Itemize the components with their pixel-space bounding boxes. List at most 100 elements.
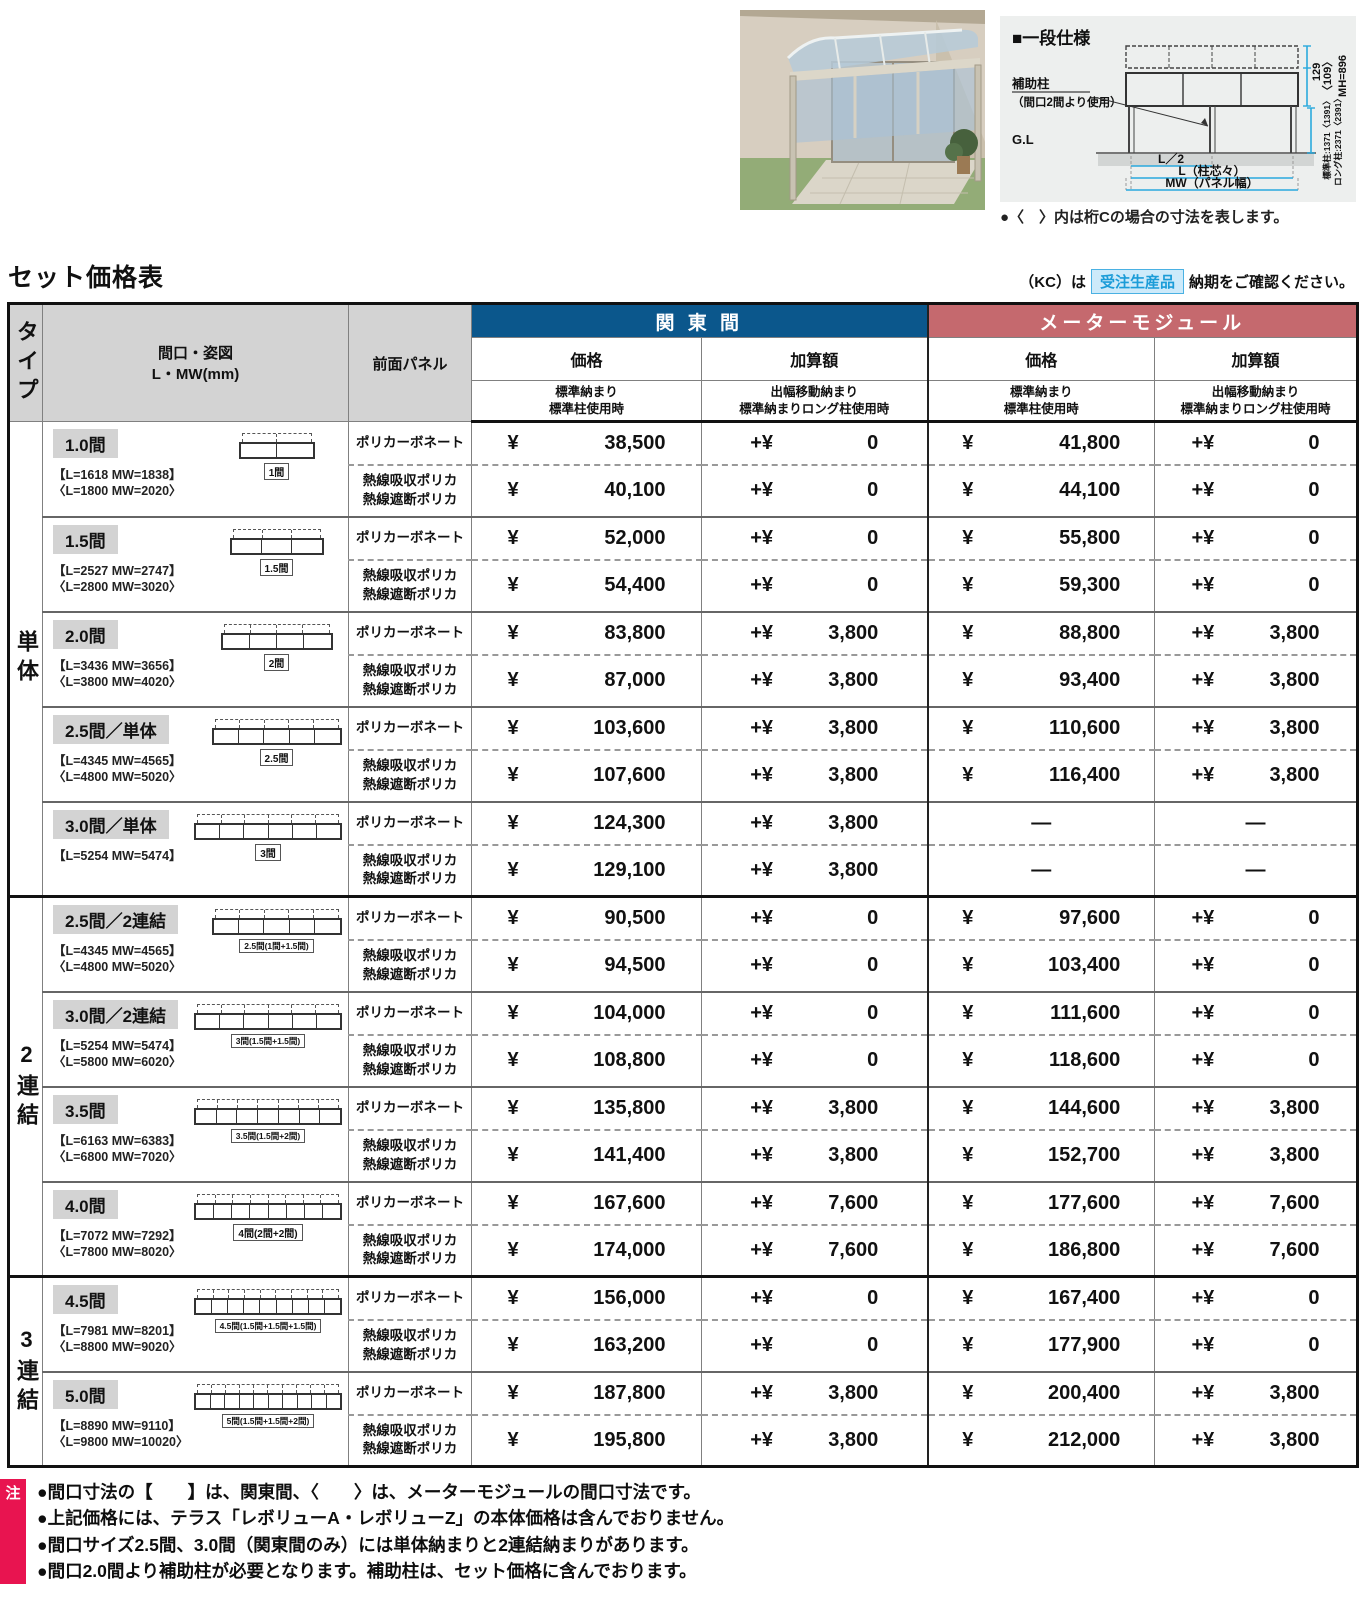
money-value: ¥156,000 [508, 1287, 666, 1310]
note-line: ●間口2.0間より補助柱が必要となります。補助柱は、セット価格に含んでおります。 [37, 1560, 697, 1581]
amount: 135,800 [593, 1096, 666, 1119]
amount: 144,600 [1047, 1096, 1121, 1119]
money-value: +¥ 0 [1192, 527, 1320, 550]
money-value: ¥40,100 [508, 479, 666, 502]
meter-price-cell: ¥144,600 [926, 1085, 1155, 1130]
currency-symbol: +¥ [1191, 1428, 1215, 1451]
amount: 0 [1308, 906, 1320, 929]
panel-type-cell: ポリカーボネート [348, 1370, 472, 1415]
currency-symbol: ¥ [962, 1381, 974, 1404]
schematic-span-label: 2間 [263, 653, 290, 671]
type-group-text: 単体 [14, 629, 39, 688]
money-value: ¥129,100 [508, 859, 666, 882]
amount: 3,800 [1269, 1144, 1320, 1166]
meter-price-cell: ¥110,600 [926, 705, 1155, 750]
meter-price-cell: ¥212,000 [926, 1413, 1155, 1467]
currency-symbol: +¥ [1191, 479, 1215, 501]
money-value: +¥ 0 [1192, 574, 1320, 597]
kanto-add-cell: +¥ 3,800 [701, 653, 928, 707]
money-value: +¥ 0 [750, 954, 878, 977]
kanto-price-cell: ¥124,300 [471, 800, 702, 845]
col-header-kanto-add: 加算額 [701, 337, 928, 381]
amount: 167,400 [1047, 1286, 1121, 1309]
currency-symbol: ¥ [507, 954, 519, 976]
meter-price-cell: ¥97,600 [926, 895, 1155, 940]
currency-symbol: +¥ [750, 479, 774, 501]
page-title: セット価格表 [8, 264, 165, 292]
currency-symbol: +¥ [750, 764, 774, 786]
meter-price-cell: ¥118,600 [926, 1033, 1155, 1087]
col-header-meter: メーターモジュール [926, 303, 1359, 338]
meter-price-cell: ¥177,600 [926, 1180, 1155, 1225]
kanto-price-cell: ¥174,000 [471, 1223, 702, 1277]
dimension-text: 【L=8890 MW=9110】 〈L=9800 MW=10020〉 [53, 1418, 189, 1449]
front-view-schematic: 5間(1.5間+1.5間+2間) [194, 1383, 342, 1428]
front-view-schematic: 4.5間(1.5間+1.5間+1.5間) [194, 1289, 342, 1333]
amount: 0 [1308, 954, 1320, 976]
panel-type-cell: ポリカーボネート [348, 1085, 472, 1130]
currency-symbol: ¥ [507, 1238, 519, 1261]
kanto-add-cell: +¥ 7,600 [701, 1223, 928, 1277]
amount: 110,600 [1049, 716, 1121, 739]
currency-symbol: +¥ [750, 431, 774, 454]
money-value: ¥152,700 [962, 1144, 1120, 1167]
kanto-add-cell: +¥ 0 [701, 1033, 928, 1087]
currency-symbol: ¥ [962, 764, 974, 786]
meter-add-cell: +¥ 3,800 [1153, 1085, 1359, 1130]
schematic-span-label: 1.5間 [259, 558, 294, 576]
col-header-kanto: 関 東 間 [471, 303, 928, 338]
currency-symbol: ¥ [962, 431, 974, 454]
size-label: 3.0間／単体 [53, 809, 169, 839]
col-header-spec-line2: L・MW(mm) [151, 366, 240, 383]
spec-cell: 2.5間／2連結 【L=4345 MW=4565】 〈L=4800 MW=5020〉… [42, 895, 349, 992]
dimension-text: 【L=3436 MW=3656】 〈L=3800 MW=4020〉 [53, 658, 182, 689]
money-value: +¥ 0 [1192, 479, 1320, 502]
currency-symbol: ¥ [507, 526, 519, 549]
kanto-price-cell: ¥163,200 [471, 1318, 702, 1372]
panel-type-cell: ポリカーボネート [348, 610, 472, 655]
amount: 54,400 [604, 574, 666, 596]
schematic-panels [211, 918, 342, 935]
front-view-schematic: 3.5間(1.5間+2間) [194, 1098, 342, 1143]
currency-symbol: ¥ [962, 526, 974, 549]
kanto-price-cell: ¥104,000 [471, 990, 702, 1035]
amount: 177,900 [1047, 1334, 1121, 1356]
currency-symbol: ¥ [507, 574, 519, 596]
meter-add-cell: +¥ 3,800 [1153, 653, 1359, 707]
currency-symbol: +¥ [1191, 1191, 1215, 1214]
meter-price-cell: ¥186,800 [926, 1223, 1155, 1277]
currency-symbol: ¥ [962, 1096, 974, 1119]
amount: 3,800 [828, 669, 879, 691]
currency-symbol: +¥ [1191, 431, 1215, 454]
money-value: +¥ 0 [750, 1334, 878, 1357]
money-value: ¥163,200 [508, 1334, 666, 1357]
money-value: +¥ 3,800 [1192, 669, 1320, 692]
money-value: +¥ 3,800 [1192, 717, 1320, 740]
kanto-price-cell: ¥107,600 [471, 748, 702, 802]
col-header-meter-std: 標準納まり 標準柱使用時 [926, 380, 1155, 423]
kanto-add-cell: +¥ 3,800 [701, 1370, 928, 1415]
missing-value: — [1031, 811, 1052, 834]
kanto-price-cell: ¥90,500 [471, 895, 702, 940]
kanto-add-cell: +¥ 3,800 [701, 1128, 928, 1182]
currency-symbol: +¥ [1191, 1096, 1215, 1119]
money-value: +¥ 0 [750, 479, 878, 502]
dim-l: L（柱芯々） [1178, 163, 1245, 178]
amount: 3,800 [828, 621, 879, 644]
size-label: 3.0間／2連結 [53, 999, 179, 1029]
amount: 0 [867, 574, 879, 596]
schematic-panels [194, 1012, 342, 1030]
panel-type-cell: 熱線吸収ポリカ 熱線遮断ポリカ [348, 1223, 472, 1277]
size-label: 2.5間／単体 [53, 714, 169, 744]
note-line: ●間口寸法の【 】は、関東間、〈 〉は、メーターモジュールの間口寸法です。 [37, 1482, 701, 1502]
dim-long-post: ロング柱:2371〈2391〉 [1333, 94, 1343, 186]
currency-symbol: +¥ [1191, 1001, 1215, 1024]
money-value: ¥144,600 [962, 1097, 1120, 1120]
currency-symbol: +¥ [750, 811, 774, 834]
amount: 104,000 [593, 1001, 666, 1024]
panel-type-cell: 熱線吸収ポリカ 熱線遮断ポリカ [348, 748, 472, 802]
gl-label: G.L [1012, 132, 1034, 147]
money-value: +¥ 3,800 [750, 1144, 878, 1167]
currency-symbol: ¥ [507, 479, 519, 501]
meter-price-cell: ¥44,100 [926, 463, 1155, 517]
